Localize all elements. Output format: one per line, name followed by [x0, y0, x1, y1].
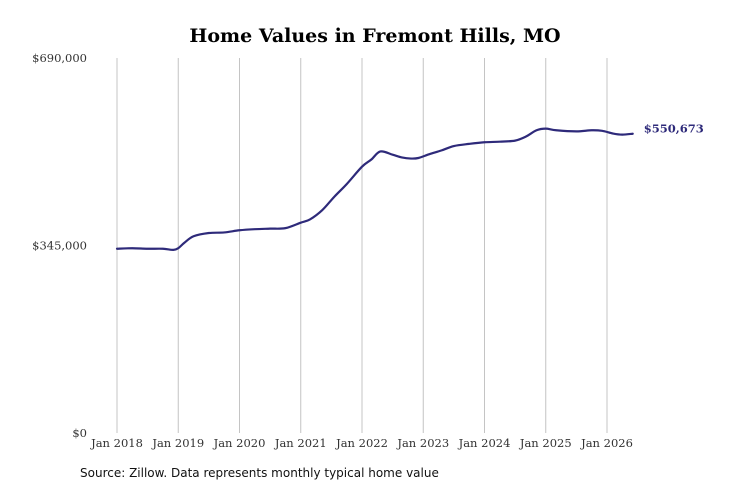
x-tick-label: Jan 2022	[335, 436, 388, 450]
x-tick-label: Jan 2026	[580, 436, 633, 450]
x-tick-label: Jan 2020	[213, 436, 266, 450]
y-axis-ticks: $0 $345,000 $690,000	[32, 51, 87, 440]
source-note: Source: Zillow. Data represents monthly …	[80, 466, 439, 480]
y-tick-label: $690,000	[32, 51, 87, 65]
series-line-home-value	[115, 127, 634, 251]
y-tick-label: $0	[72, 426, 87, 440]
x-tick-label: Jan 2023	[396, 436, 449, 450]
x-axis-ticks: Jan 2018 Jan 2019 Jan 2020 Jan 2021 Jan 2022…	[90, 436, 633, 450]
gridlines	[116, 58, 608, 433]
chart-title: Home Values in Fremont Hills, MO	[189, 25, 560, 47]
x-tick-label: Jan 2021	[274, 436, 327, 450]
x-tick-label: Jan 2024	[458, 436, 511, 450]
x-tick-label: Jan 2025	[519, 436, 572, 450]
x-tick-label: Jan 2019	[151, 436, 204, 450]
x-tick-label: Jan 2018	[90, 436, 143, 450]
end-value-label: $550,673	[644, 122, 704, 136]
y-tick-label: $345,000	[32, 239, 87, 253]
